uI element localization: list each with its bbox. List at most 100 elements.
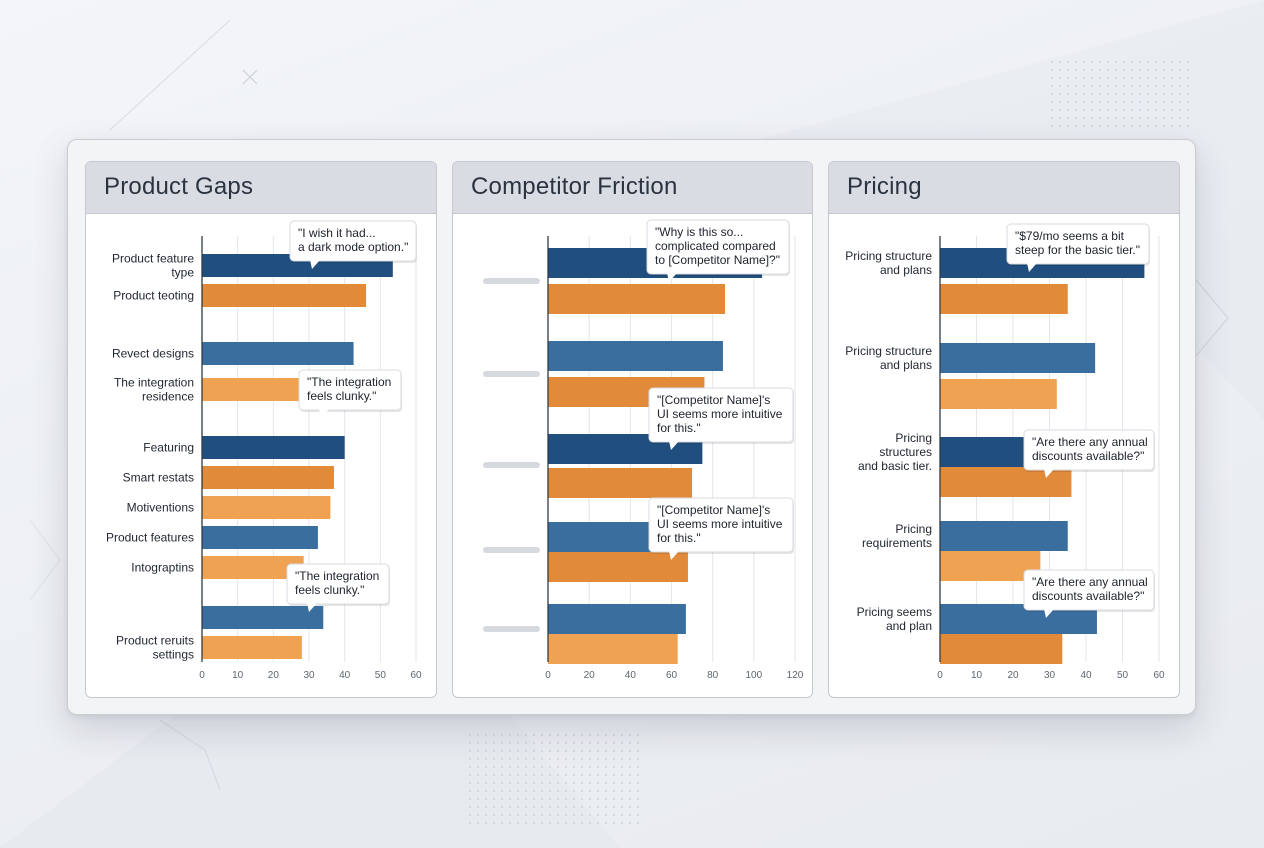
- decor-dot: [501, 814, 503, 816]
- decor-dot: [589, 750, 591, 752]
- panel-title: Competitor Friction: [471, 173, 678, 200]
- decor-dot: [1091, 77, 1093, 79]
- x-tick-label: 40: [339, 670, 351, 681]
- decor-dot: [509, 766, 511, 768]
- decor-dot: [597, 750, 599, 752]
- category-label: Product reruits settings: [116, 634, 194, 662]
- decor-dot: [573, 782, 575, 784]
- decor-dot: [493, 806, 495, 808]
- decor-dot: [509, 798, 511, 800]
- decor-dot: [469, 742, 471, 744]
- decor-dot: [477, 814, 479, 816]
- decor-dot: [557, 798, 559, 800]
- bar: [202, 496, 331, 519]
- decor-dot: [541, 798, 543, 800]
- decor-dot: [637, 734, 639, 736]
- decor-dot: [493, 766, 495, 768]
- decor-dot: [469, 822, 471, 824]
- x-tick-label: 0: [545, 670, 551, 681]
- decor-dot: [1139, 69, 1141, 71]
- decor-dot: [477, 742, 479, 744]
- quote-callout: "$79/mo seems a bit steep for the basic t…: [1006, 223, 1150, 272]
- decor-dot: [1083, 117, 1085, 119]
- x-tick-label: 100: [745, 670, 762, 681]
- decor-dot: [613, 766, 615, 768]
- label-placeholder: [483, 626, 540, 632]
- quote-callout: "Are there any annual discounts available…: [1023, 429, 1155, 478]
- decor-dot: [517, 774, 519, 776]
- decor-dot: [493, 798, 495, 800]
- decor-dot: [637, 790, 639, 792]
- panel-header: Product Gaps: [86, 162, 436, 214]
- decor-dot: [637, 750, 639, 752]
- x-tick-label: 20: [1007, 670, 1019, 681]
- decor-dot: [597, 806, 599, 808]
- decor-dot: [469, 798, 471, 800]
- decor-dot: [621, 758, 623, 760]
- decor-dot: [1091, 109, 1093, 111]
- decor-dot: [477, 798, 479, 800]
- decor-dot: [1171, 77, 1173, 79]
- decor-dot: [637, 742, 639, 744]
- decor-dot: [1059, 93, 1061, 95]
- decor-dot: [1067, 85, 1069, 87]
- chart-competitor-friction: 0 20 40 60 80 100 120 "Why is this so... complic…: [483, 219, 804, 681]
- decor-dot: [613, 806, 615, 808]
- decor-dot: [1091, 125, 1093, 127]
- decor-dot: [1067, 93, 1069, 95]
- decor-dot: [533, 822, 535, 824]
- decor-dot: [637, 806, 639, 808]
- decor-dot: [573, 790, 575, 792]
- decor-dot: [629, 734, 631, 736]
- decor-dot: [549, 798, 551, 800]
- x-tick-label: 0: [199, 670, 205, 681]
- decor-dot: [1139, 125, 1141, 127]
- decor-dot: [1123, 77, 1125, 79]
- decor-dot: [605, 822, 607, 824]
- decor-dot: [525, 782, 527, 784]
- decor-dot: [573, 774, 575, 776]
- decor-dot: [541, 750, 543, 752]
- decor-dot: [581, 774, 583, 776]
- decor-dot: [549, 814, 551, 816]
- decor-dot: [629, 774, 631, 776]
- decor-dot: [533, 742, 535, 744]
- decor-dot: [557, 742, 559, 744]
- decor-dot: [525, 774, 527, 776]
- decor-dot: [1187, 109, 1189, 111]
- decor-dot: [1115, 69, 1117, 71]
- x-tick-label: 60: [666, 670, 678, 681]
- x-tick-label: 10: [232, 670, 244, 681]
- decor-dot: [621, 790, 623, 792]
- decor-dot: [549, 822, 551, 824]
- decor-dot: [1051, 93, 1053, 95]
- decor-dot: [557, 734, 559, 736]
- decor-dot: [581, 734, 583, 736]
- quote-text: "[Competitor Name]'s UI seems more intuit…: [657, 393, 783, 435]
- bar: [548, 468, 693, 498]
- decor-dot: [1059, 69, 1061, 71]
- decor-dot: [525, 822, 527, 824]
- decor-dot: [557, 766, 559, 768]
- decor-dot: [573, 822, 575, 824]
- decor-dot: [1115, 77, 1117, 79]
- decor-dot: [1051, 109, 1053, 111]
- decor-dot: [1075, 93, 1077, 95]
- x-tick-label: 10: [971, 670, 983, 681]
- decor-dot: [557, 790, 559, 792]
- decor-dot: [1139, 117, 1141, 119]
- bar: [548, 284, 726, 314]
- decor-dot: [565, 782, 567, 784]
- decor-dot: [573, 806, 575, 808]
- decor-dot: [477, 758, 479, 760]
- category-label: Pricing requirements: [862, 522, 932, 550]
- decor-dot: [605, 790, 607, 792]
- decor-dot: [1147, 101, 1149, 103]
- quote-text: "The integration feels clunky.": [295, 569, 379, 597]
- decor-dot: [1091, 69, 1093, 71]
- decor-dot: [1147, 69, 1149, 71]
- decor-dot: [469, 814, 471, 816]
- decor-dot: [501, 790, 503, 792]
- decor-dot: [1075, 101, 1077, 103]
- decor-dot: [1147, 93, 1149, 95]
